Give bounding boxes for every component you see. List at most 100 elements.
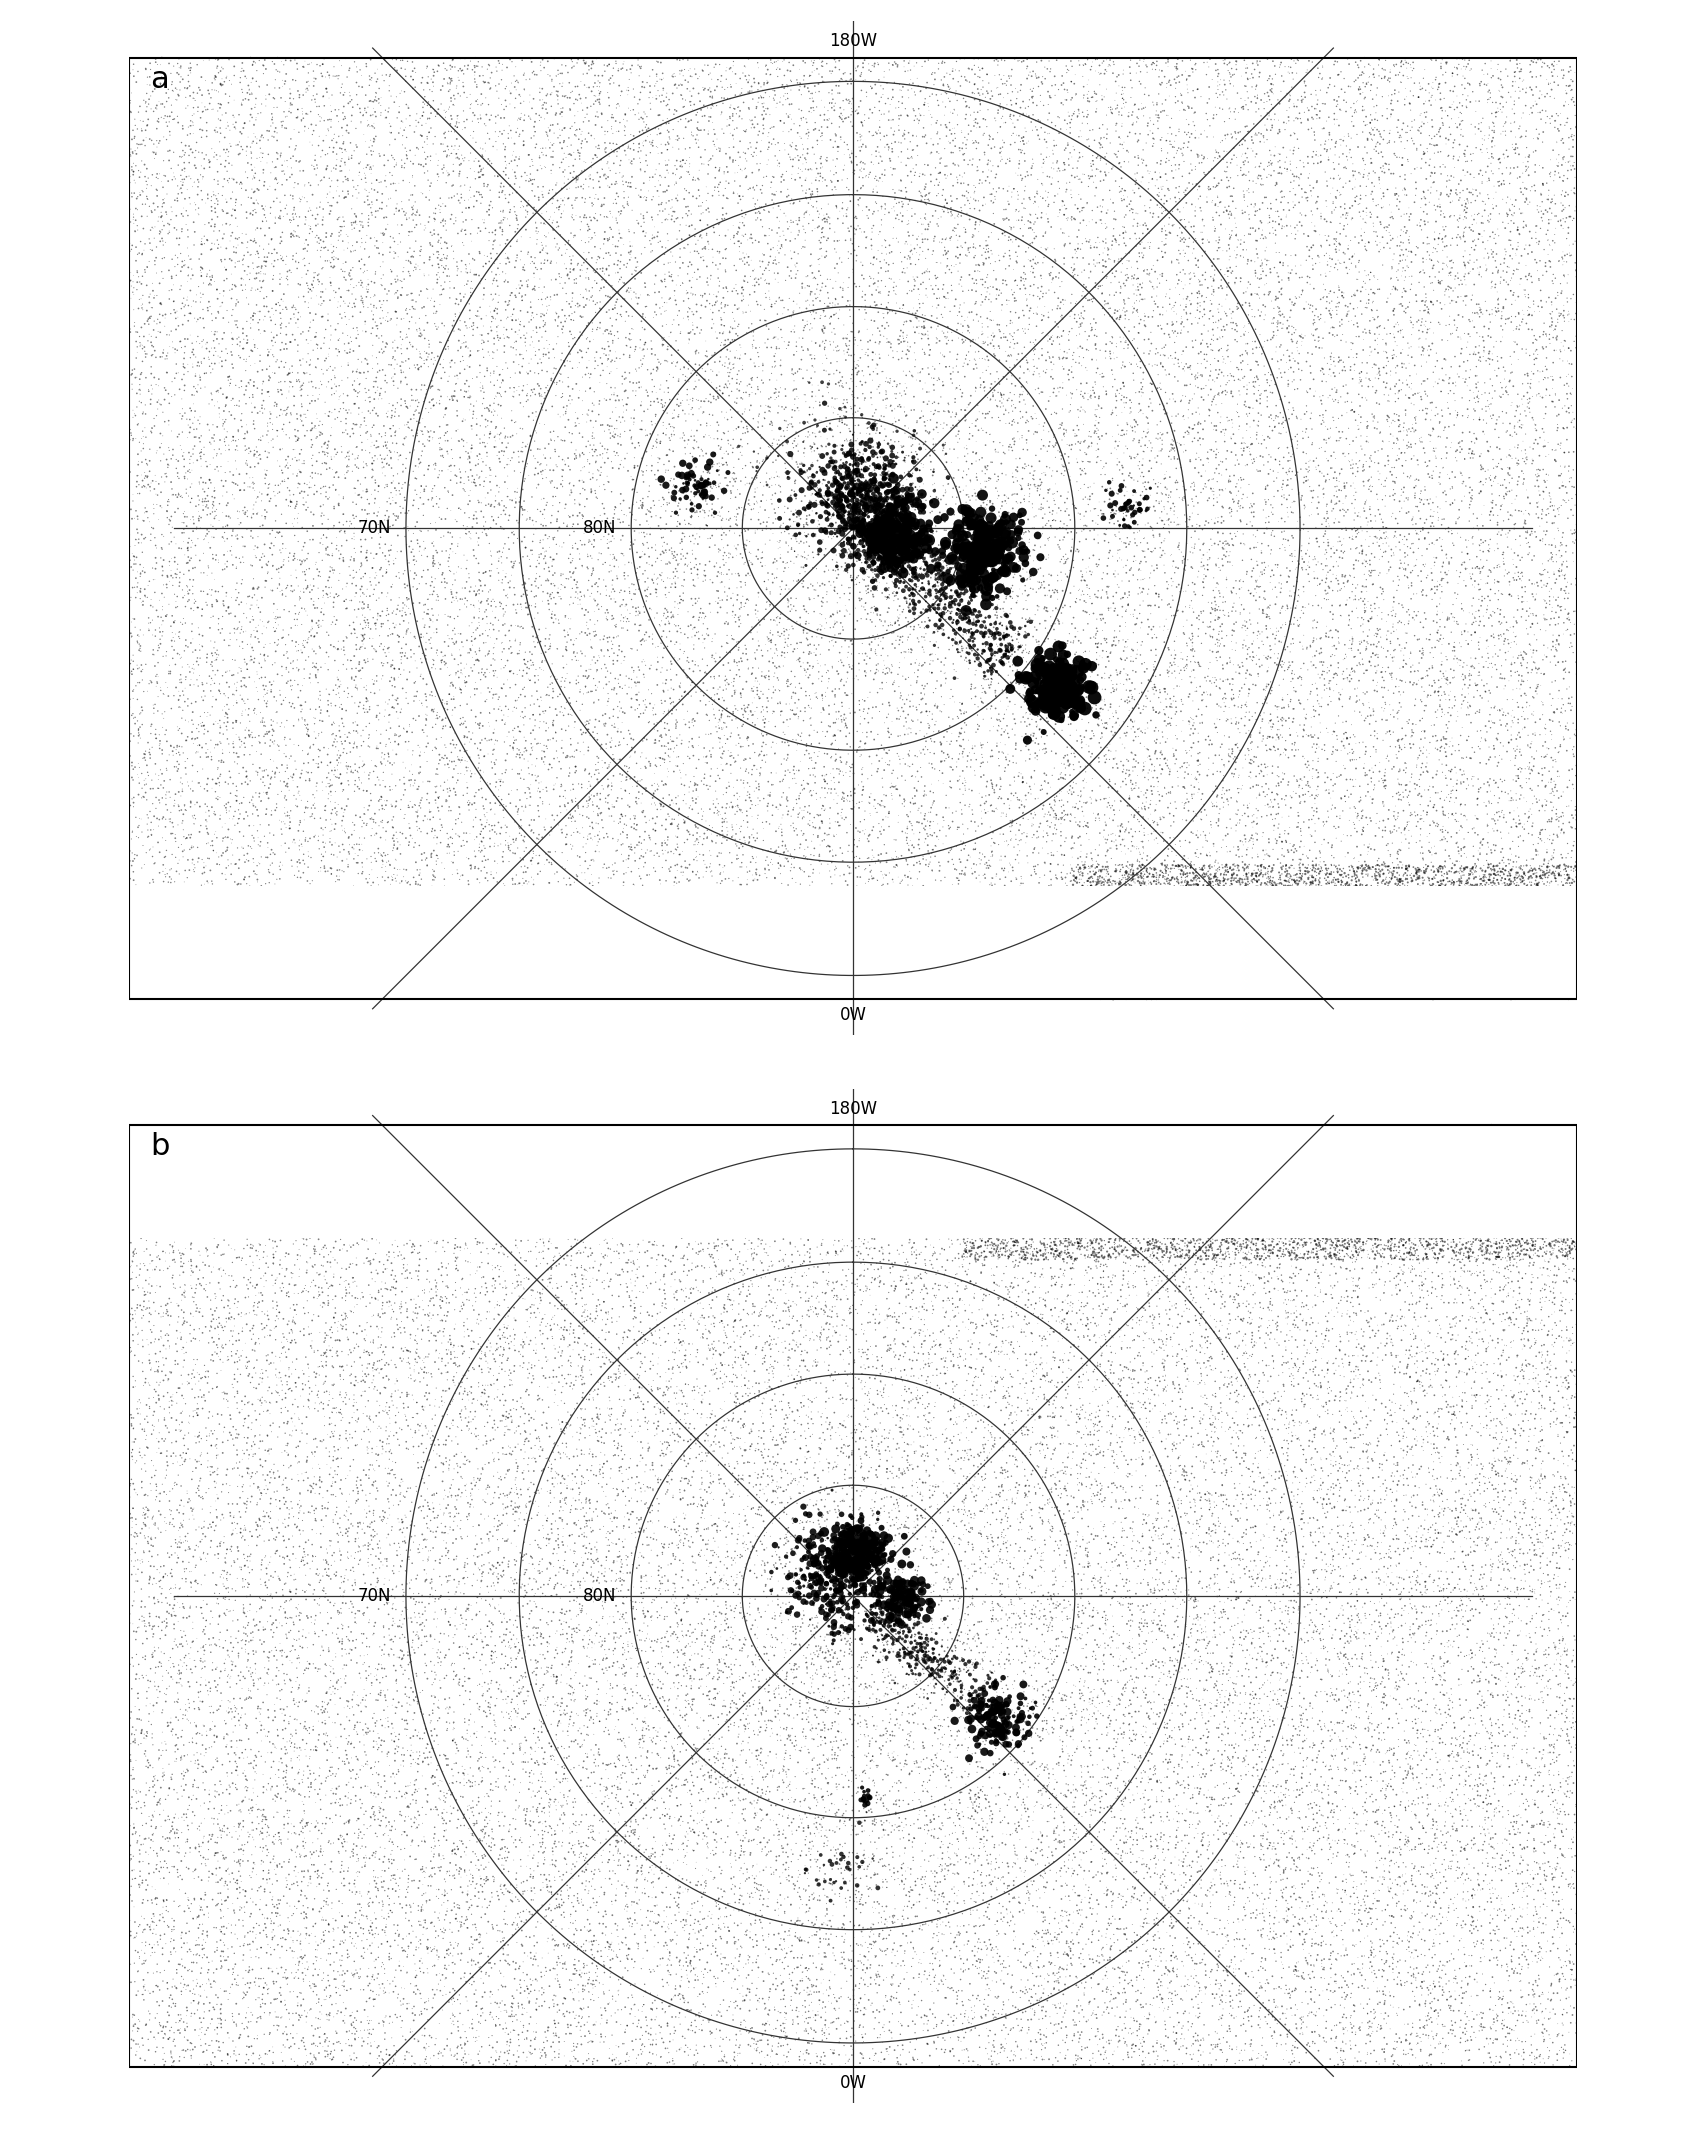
Point [890, 325, 917, 359]
Point [663, 1917, 691, 1951]
Point [824, 1550, 851, 1584]
Point [1352, 1783, 1379, 1817]
Point [1529, 1529, 1557, 1563]
Point [680, 1731, 708, 1766]
Point [737, 218, 764, 252]
Point [384, 681, 411, 715]
Point [1437, 1448, 1465, 1482]
Point [738, 1768, 766, 1802]
Point [1187, 1364, 1214, 1398]
Point [517, 1857, 544, 1892]
Point [1521, 1977, 1548, 2011]
Point [1379, 1200, 1407, 1234]
Point [835, 1499, 863, 1533]
Point [592, 572, 619, 606]
Point [960, 175, 987, 209]
Point [1265, 1584, 1292, 1618]
Point [1458, 858, 1485, 892]
Point [598, 788, 626, 822]
Point [201, 658, 228, 692]
Point [1352, 1571, 1379, 1606]
Point [1205, 1966, 1233, 2000]
Point [1183, 1127, 1211, 1161]
Point [1552, 1462, 1579, 1497]
Point [1548, 645, 1575, 679]
Point [1448, 961, 1475, 995]
Point [929, 1917, 957, 1951]
Point [1079, 248, 1107, 282]
Point [1187, 1823, 1214, 1857]
Point [841, 510, 868, 544]
Point [827, 1268, 854, 1302]
Point [1424, 1240, 1451, 1275]
Point [800, 1778, 827, 1813]
Point [878, 551, 905, 585]
Point [870, 487, 897, 521]
Point [331, 1868, 358, 1902]
Point [1110, 391, 1137, 425]
Point [972, 1117, 999, 1151]
Point [1415, 126, 1442, 160]
Point [972, 615, 999, 649]
Point [604, 231, 631, 265]
Point [822, 1608, 849, 1642]
Point [796, 295, 824, 329]
Point [177, 1296, 205, 1330]
Point [377, 583, 404, 617]
Point [1136, 1300, 1163, 1334]
Point [189, 278, 217, 312]
Point [1509, 1552, 1536, 1586]
Point [211, 1883, 239, 1917]
Point [222, 423, 249, 457]
Point [1241, 1441, 1269, 1475]
Point [1511, 1680, 1538, 1714]
Point [1333, 737, 1361, 771]
Point [653, 506, 680, 540]
Point [413, 745, 440, 779]
Point [448, 743, 476, 777]
Point [1229, 1208, 1257, 1243]
Point [1118, 1838, 1146, 1872]
Point [1108, 564, 1136, 598]
Point [421, 1810, 448, 1845]
Point [1415, 781, 1442, 816]
Point [416, 2050, 443, 2084]
Point [672, 1618, 699, 1652]
Point [766, 1755, 793, 1789]
Point [303, 1552, 331, 1586]
Point [1187, 1198, 1214, 1232]
Point [1052, 1789, 1079, 1823]
Point [160, 102, 188, 137]
Point [1315, 1753, 1342, 1787]
Point [1398, 307, 1425, 342]
Point [834, 662, 861, 696]
Point [1076, 493, 1103, 527]
Point [672, 397, 699, 431]
Point [975, 117, 1003, 152]
Point [612, 1889, 639, 1924]
Point [1456, 1411, 1483, 1445]
Point [455, 786, 483, 820]
Point [957, 329, 984, 363]
Point [184, 734, 211, 769]
Point [1033, 621, 1061, 655]
Point [1224, 1693, 1251, 1727]
Point [1069, 1949, 1096, 1983]
Point [1233, 1934, 1260, 1968]
Point [1555, 600, 1582, 634]
Point [1258, 803, 1286, 837]
Point [443, 1810, 471, 1845]
Point [351, 696, 379, 730]
Point [752, 1326, 779, 1360]
Point [564, 246, 592, 280]
Point [263, 553, 290, 587]
Point [1267, 1919, 1294, 1954]
Point [416, 243, 443, 278]
Point [1488, 312, 1516, 346]
Point [1277, 538, 1304, 572]
Point [353, 1290, 380, 1324]
Point [1182, 1531, 1209, 1565]
Point [1289, 871, 1316, 905]
Point [1420, 350, 1448, 384]
Point [1258, 211, 1286, 246]
